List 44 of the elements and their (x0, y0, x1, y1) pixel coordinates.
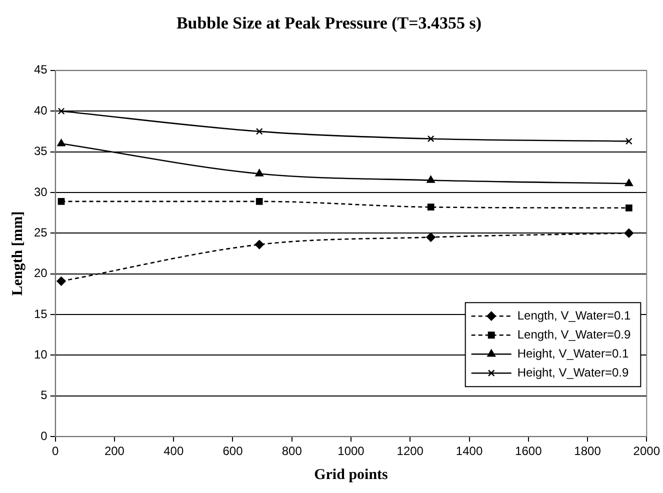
y-tick-label: 40 (34, 103, 48, 118)
point (625, 204, 632, 212)
point (254, 240, 264, 250)
x-tick-label: 1400 (456, 444, 483, 458)
point (427, 135, 434, 142)
x-tick-label: 0 (52, 444, 60, 458)
point (58, 198, 65, 205)
point (426, 232, 436, 242)
y-tick-label: 20 (34, 266, 48, 280)
y-tick-label: 15 (34, 306, 48, 321)
legend-label: Height, V_Water=0.1 (517, 346, 629, 360)
point (256, 198, 263, 205)
legend-label: Length, V_Water=0.1 (517, 308, 631, 322)
point (57, 139, 66, 146)
x-tick-label: 800 (282, 444, 302, 458)
x-tick-label: 600 (222, 444, 244, 458)
x-axis-title: Grid points (314, 466, 388, 483)
chart-title: Bubble Size at Peak Pressure (T=3.4355 s) (176, 14, 482, 33)
y-tick-label: 25 (34, 225, 48, 240)
x-tick-label: 200 (104, 444, 125, 458)
point (56, 276, 66, 286)
x-tick-label: 400 (164, 444, 184, 458)
point (624, 228, 634, 238)
y-tick-label: 0 (40, 428, 48, 443)
x-tick-label: 1800 (574, 444, 602, 458)
point (426, 176, 435, 183)
legend-label: Length, V_Water=0.9 (517, 327, 631, 342)
y-tick-label: 35 (34, 144, 48, 158)
x-tick-label: 1000 (338, 444, 365, 458)
point (624, 178, 633, 186)
y-tick-label: 30 (34, 184, 48, 199)
point (427, 204, 434, 211)
x-tick-label: 1600 (515, 444, 542, 458)
y-tick-label: 45 (34, 62, 48, 77)
x-tick-label: 1200 (396, 444, 424, 458)
point (625, 138, 632, 145)
y-axis-title: Length [mm] (10, 211, 26, 296)
x-tick-label: 2000 (633, 444, 660, 458)
legend-label: Height, V_Water=0.9 (517, 365, 629, 380)
point (256, 128, 263, 135)
y-tick-label: 5 (40, 388, 48, 402)
y-tick-label: 10 (34, 348, 48, 362)
point (58, 108, 65, 115)
point (255, 169, 264, 176)
